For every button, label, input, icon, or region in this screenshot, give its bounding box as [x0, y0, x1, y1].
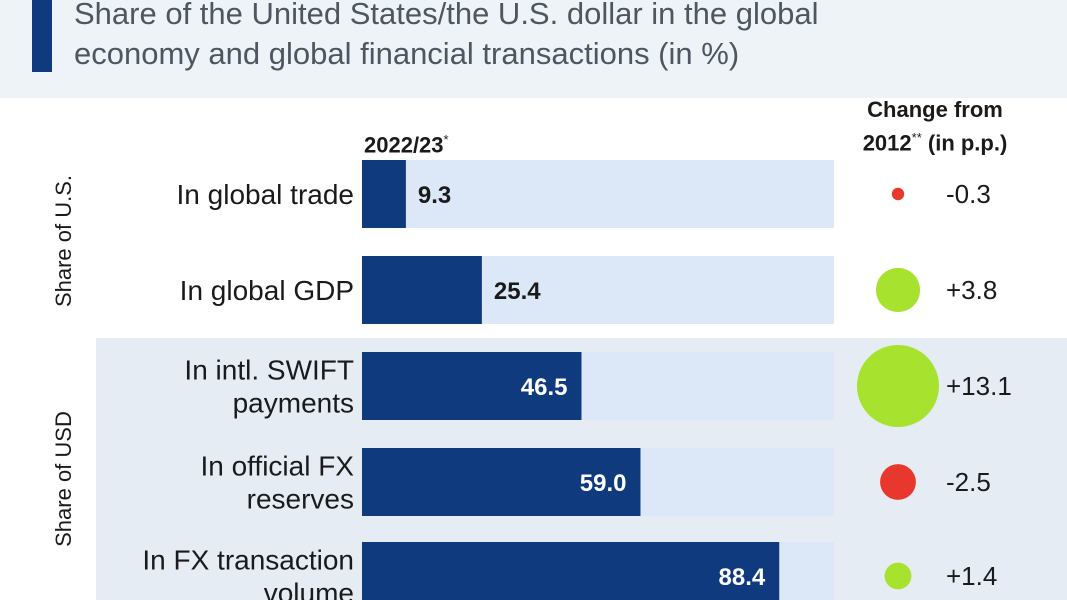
bar-value-label: 9.3: [418, 182, 451, 209]
bar: [362, 352, 582, 420]
bar-value-label: 46.5: [521, 374, 568, 401]
bar: [362, 542, 780, 600]
change-label: +1.4: [946, 561, 997, 591]
category-label: volume: [264, 578, 354, 600]
year-column-header: 2022/23*: [364, 126, 449, 159]
category-label: In global trade: [177, 179, 354, 210]
change-bubble: [857, 345, 939, 427]
bar: [362, 256, 482, 324]
change-bubble: [875, 267, 921, 313]
change-label: -2.5: [946, 467, 991, 497]
bar-value-label: 25.4: [494, 278, 541, 305]
bar: [362, 448, 641, 516]
year-header-text: 2022/23: [364, 132, 444, 158]
change-label: +3.8: [946, 275, 997, 305]
category-label: In global GDP: [180, 275, 354, 306]
change-bubble: [880, 464, 916, 500]
bar-value-label: 59.0: [580, 470, 627, 497]
change-header-line-1: Change from: [867, 97, 1003, 122]
category-label: reserves: [247, 484, 354, 515]
chart-title-line-1: Share of the United States/the U.S. doll…: [74, 0, 819, 31]
bar-value-label: 88.4: [719, 564, 766, 591]
change-header-line-2: 2012** (in p.p.): [835, 124, 1035, 157]
bar: [362, 160, 406, 228]
change-header-year: 2012: [862, 130, 912, 156]
category-label: In intl. SWIFT: [184, 355, 354, 386]
year-footnote-mark: *: [443, 132, 449, 147]
change-label: -0.3: [946, 179, 991, 209]
category-label: In official FX: [200, 451, 354, 482]
bar-track: [362, 160, 834, 228]
chart-title: Share of the United States/the U.S. doll…: [74, 0, 1054, 74]
change-header-unit: (in p.p.): [921, 130, 1008, 156]
category-label: payments: [233, 388, 354, 419]
category-label: In FX transaction: [142, 545, 354, 576]
change-bubble: [884, 562, 912, 590]
change-label: +13.1: [946, 371, 1012, 401]
change-footnote-mark: **: [911, 130, 922, 145]
chart-title-line-2: economy and global financial transaction…: [74, 36, 740, 71]
title-accent-bar: [32, 0, 52, 72]
change-column-header: Change from 2012** (in p.p.): [835, 96, 1035, 157]
change-bubble: [891, 187, 905, 201]
